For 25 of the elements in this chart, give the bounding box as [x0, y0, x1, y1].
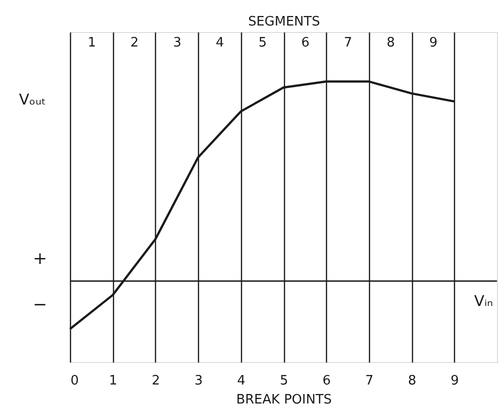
x2-tick-label: 9 [429, 36, 438, 50]
x-tick-label: 2 [152, 374, 160, 388]
x2-tick-label: 8 [386, 36, 395, 50]
x-axis-title: BREAK POINTS [236, 392, 332, 408]
x-tick-label: 3 [194, 374, 203, 388]
x-tick-label: 4 [237, 374, 246, 388]
annotation: Vᵢₙ [474, 292, 494, 310]
x2-tick-label: 4 [216, 36, 224, 50]
x2-tick-label: 7 [344, 36, 352, 50]
text: + [32, 249, 48, 270]
x2-axis-title: SEGMENTS [248, 14, 320, 30]
x-tick-label: 8 [408, 374, 416, 388]
x-tick-label: 0 [70, 374, 79, 388]
x-tick-label: 5 [280, 374, 288, 388]
x2-tick-label: 5 [258, 36, 267, 50]
x-tick-label: 6 [322, 374, 331, 388]
text: − [32, 295, 48, 316]
x2-tick-label: 1 [88, 36, 96, 50]
x2-tick-label: 6 [301, 36, 310, 50]
x-tick-label: 1 [109, 374, 118, 388]
x-tick-label: 7 [365, 374, 374, 388]
y-axis-title: Vₒᵤₜ [19, 90, 46, 108]
x2-tick-label: 2 [130, 36, 139, 50]
x-tick-label: 9 [450, 374, 459, 388]
x2-tick-label: 3 [173, 36, 182, 50]
